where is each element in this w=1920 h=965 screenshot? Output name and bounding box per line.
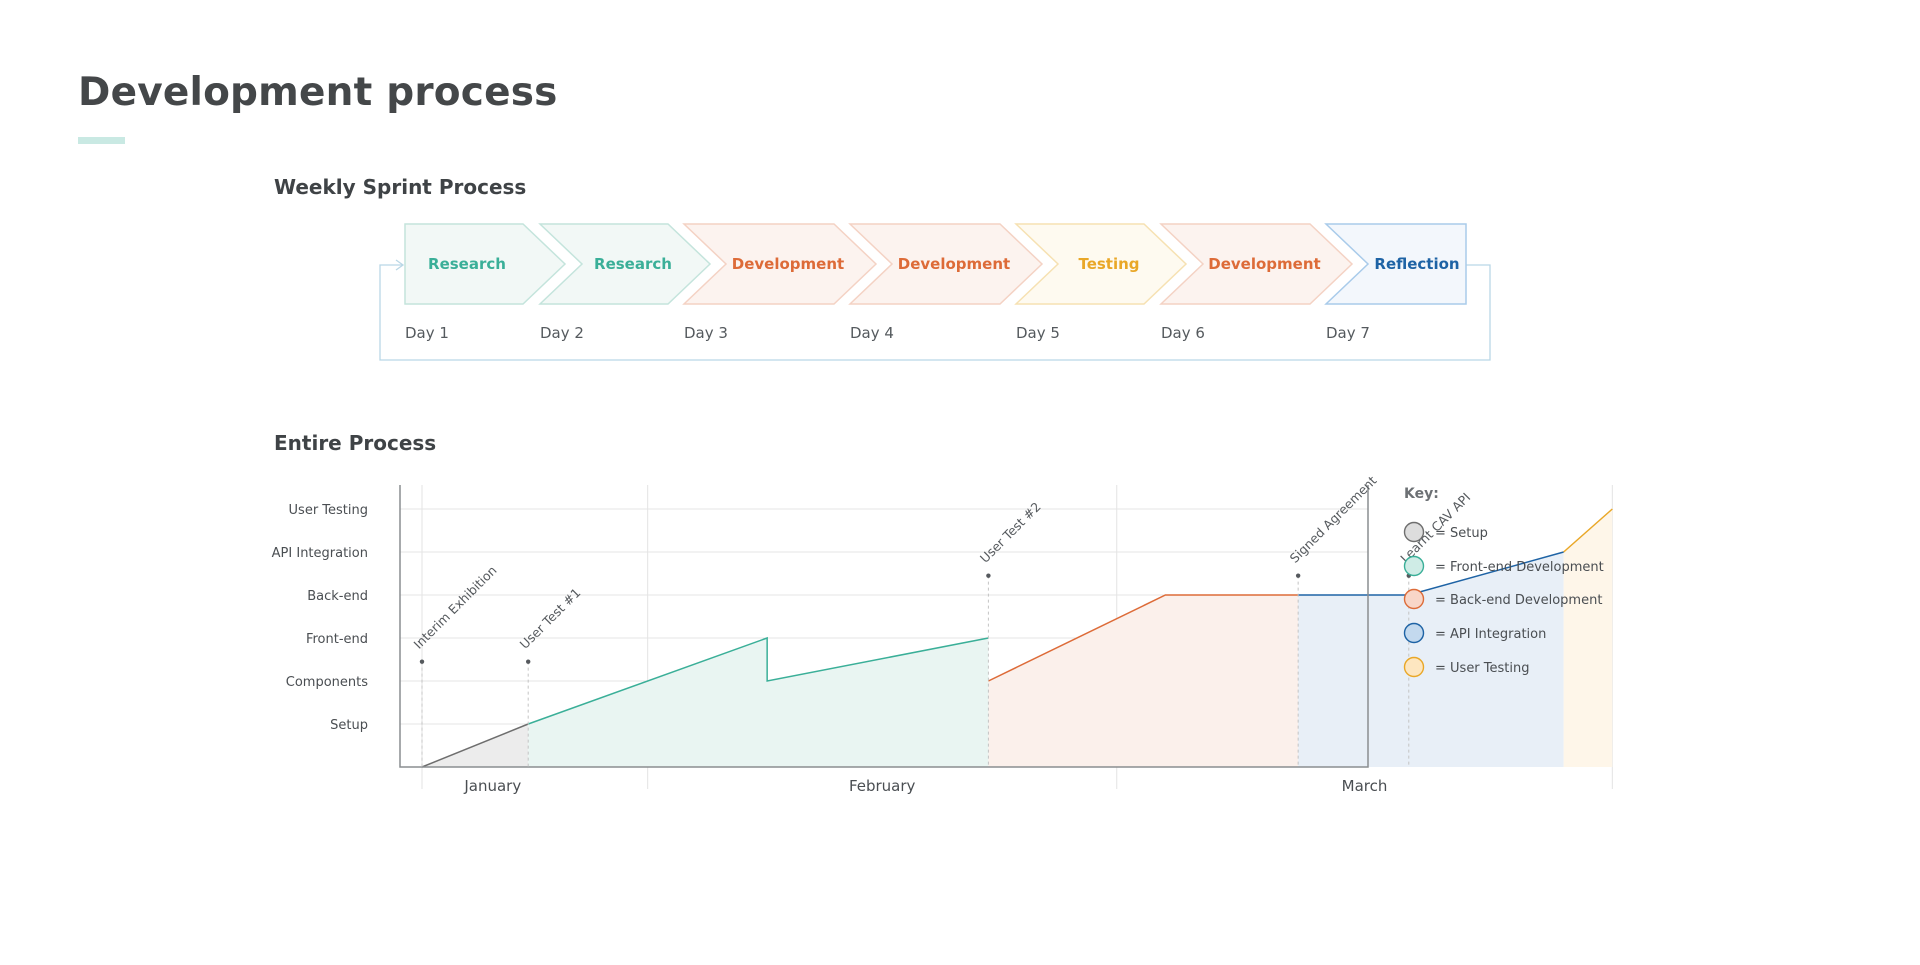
process-section-title: Entire Process [274, 431, 437, 455]
milestone-dot [986, 573, 991, 578]
line-user-testing [1563, 508, 1613, 553]
y-tick-label: API Integration [272, 546, 368, 561]
sprint-step-label: Development [732, 255, 844, 273]
y-tick-label: Front-end [306, 632, 368, 647]
chart-frame [399, 485, 1369, 768]
y-tick-label: User Testing [289, 503, 368, 518]
page-title: Development process [78, 70, 558, 115]
key-label: = User Testing [1435, 661, 1530, 676]
key-swatch [1403, 622, 1425, 644]
key-swatch [1403, 521, 1425, 543]
key-swatch [1403, 588, 1425, 610]
sprint-day-label: Day 5 [1016, 324, 1060, 342]
milestone-dot [1295, 573, 1301, 578]
sprint-step-3 [682, 223, 878, 305]
sprint-step-5 [1014, 223, 1188, 305]
key-label: = Back-end Development [1435, 593, 1602, 608]
sprint-loop-arrow [379, 264, 1491, 361]
y-tick-label: Components [286, 675, 368, 690]
sprint-day-label: Day 2 [540, 324, 584, 342]
area-back-end [988, 595, 1299, 767]
sprint-step-label: Testing [1078, 255, 1139, 273]
area-front-end [528, 638, 989, 767]
sprint-day-label: Day 7 [1326, 324, 1370, 342]
sprint-step-label: Development [1208, 255, 1320, 273]
sprint-day-label: Day 1 [405, 324, 449, 342]
key-label: = Setup [1435, 526, 1488, 541]
sprint-step-label: Reflection [1374, 255, 1459, 273]
sprint-step-label: Research [594, 255, 672, 273]
key-swatch [1403, 656, 1425, 678]
sprint-day-label: Day 6 [1161, 324, 1205, 342]
sprint-section-title: Weekly Sprint Process [274, 175, 527, 199]
sprint-step-2 [538, 223, 712, 305]
y-tick-label: Setup [330, 718, 368, 733]
sprint-loop-arrowhead [395, 259, 405, 271]
line-front-end [527, 636, 989, 725]
sprint-step-1 [404, 223, 567, 305]
y-tick-label: Back-end [307, 589, 368, 604]
key-title: Key: [1404, 486, 1439, 502]
area-api-integration [1298, 552, 1564, 767]
key-label: = Front-end Development [1435, 560, 1604, 575]
sprint-step-label: Development [898, 255, 1010, 273]
x-tick-label: January [463, 777, 521, 795]
sprint-day-label: Day 3 [684, 324, 728, 342]
title-accent-bar [78, 137, 125, 144]
area-user-testing [1563, 509, 1613, 767]
sprint-step-label: Research [428, 255, 506, 273]
milestone-dot [419, 659, 425, 664]
sprint-step-6 [1159, 223, 1354, 305]
key-label: = API Integration [1435, 627, 1546, 642]
sprint-diagram: Research Day 1 Research Day 2 Development Day… [379, 223, 1491, 361]
line-setup [421, 723, 529, 768]
sprint-day-label: Day 4 [850, 324, 894, 342]
milestone-dot [526, 659, 531, 664]
sprint-step-4 [848, 223, 1044, 305]
x-tick-label: March [1342, 777, 1388, 795]
x-tick-label: February [849, 777, 916, 795]
sprint-step-7 [1324, 223, 1467, 305]
key-swatch [1403, 555, 1425, 577]
line-back-end [988, 594, 1299, 682]
